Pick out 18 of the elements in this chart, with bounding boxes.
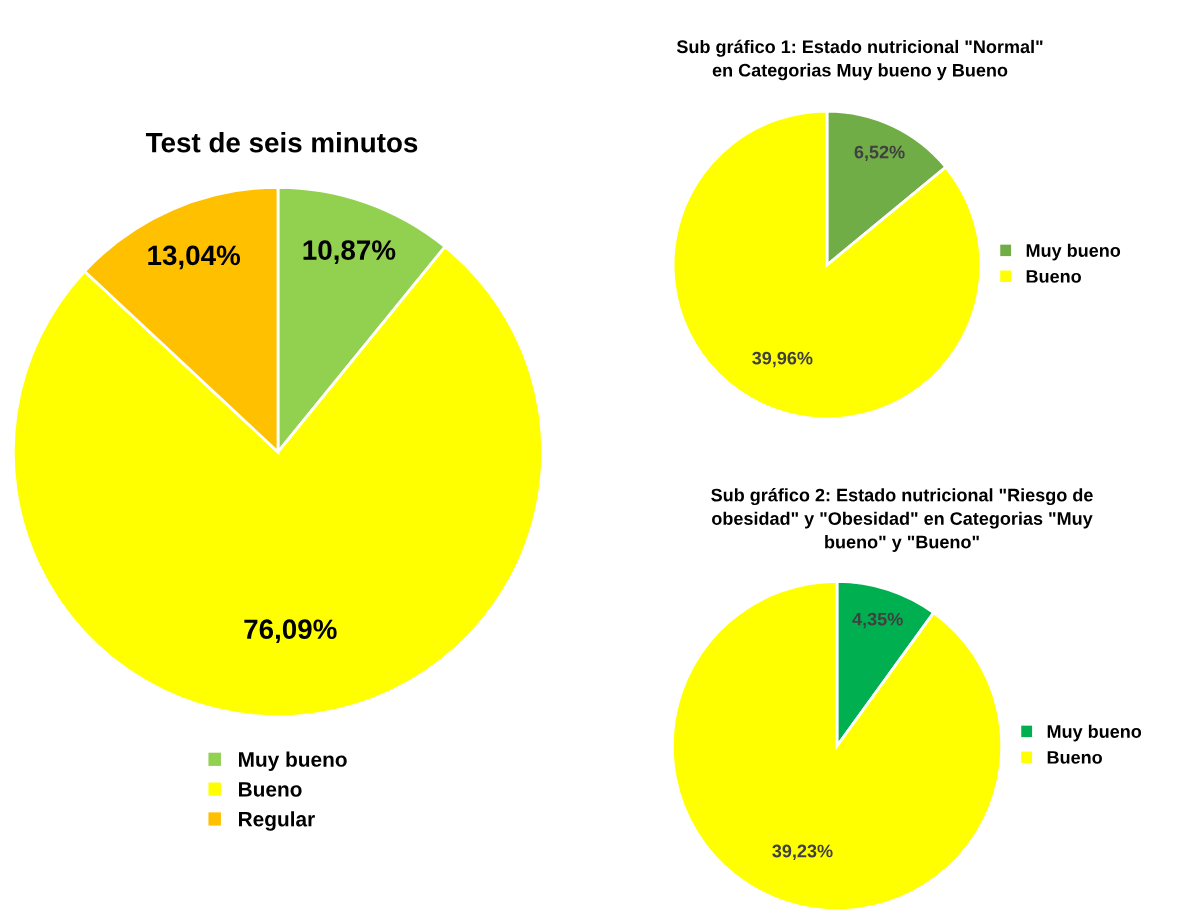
data-label: 6,52% xyxy=(854,145,905,162)
data-label: 39,23% xyxy=(772,844,833,860)
legend-label: Muy bueno xyxy=(239,751,347,771)
legend-label: Bueno xyxy=(1026,270,1081,283)
legend-label: Muy bueno xyxy=(1047,724,1142,742)
chart-title: Sub gráfico 1: Estado nutricional "Normal" en Categorias Muy bueno y Bueno xyxy=(676,39,1043,81)
legend-label: Regular xyxy=(239,811,315,831)
data-label: 76,09% xyxy=(244,619,337,644)
legend-label: Bueno xyxy=(1047,751,1102,764)
chart-title: Test de seis minutos xyxy=(145,132,418,153)
pie-slice xyxy=(671,109,983,421)
data-label: 4,35% xyxy=(852,612,903,629)
legend-label: Muy bueno xyxy=(1026,243,1121,261)
data-label: 13,04% xyxy=(148,245,241,270)
chart-title: Sub gráfico 2: Estado nutricional "Riesgo de obesidad" y "Obesidad" en Categorias "Muy bueno" y "Bueno" xyxy=(711,488,1093,552)
data-label: 39,96% xyxy=(752,351,813,368)
data-label: 10,87% xyxy=(303,240,396,264)
legend-label: Bueno xyxy=(239,782,302,797)
